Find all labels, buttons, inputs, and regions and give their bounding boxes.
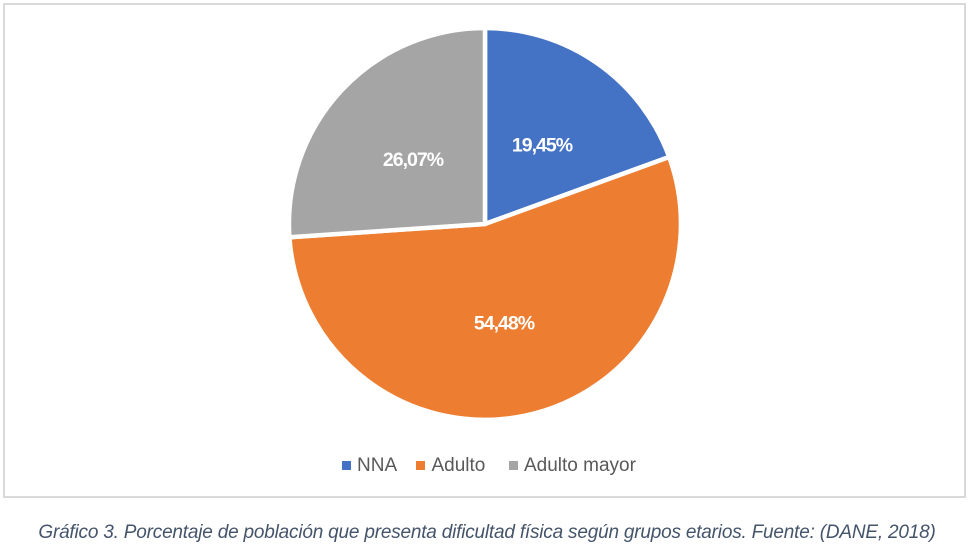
svg-text:NNA: NNA bbox=[357, 455, 397, 476]
svg-text:26,07%: 26,07% bbox=[383, 149, 444, 171]
svg-text:Adulto: Adulto bbox=[432, 455, 486, 476]
svg-text:Adulto mayor: Adulto mayor bbox=[524, 455, 637, 476]
svg-text:54,48%: 54,48% bbox=[474, 312, 535, 334]
svg-text:19,45%: 19,45% bbox=[512, 135, 573, 157]
